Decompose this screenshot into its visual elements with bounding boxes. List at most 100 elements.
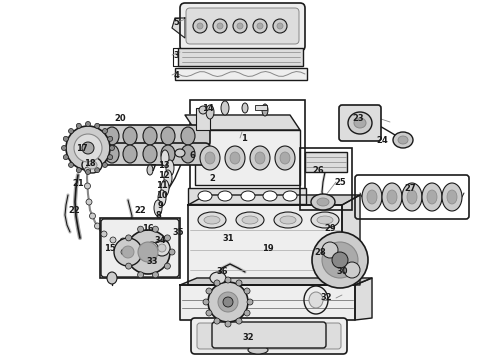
Ellipse shape: [107, 272, 117, 284]
Ellipse shape: [225, 321, 231, 327]
Ellipse shape: [225, 146, 245, 170]
Text: 6: 6: [189, 150, 195, 159]
Ellipse shape: [309, 292, 323, 308]
Ellipse shape: [407, 190, 417, 204]
Ellipse shape: [253, 19, 267, 33]
Text: 33: 33: [146, 257, 158, 266]
Text: 20: 20: [114, 113, 126, 122]
Ellipse shape: [85, 170, 91, 175]
Bar: [300, 148, 352, 210]
Ellipse shape: [311, 212, 339, 228]
FancyBboxPatch shape: [197, 323, 341, 349]
Ellipse shape: [66, 126, 110, 170]
Ellipse shape: [217, 23, 223, 29]
Text: 26: 26: [312, 166, 324, 175]
Ellipse shape: [280, 216, 296, 224]
Ellipse shape: [402, 183, 422, 211]
Polygon shape: [195, 130, 300, 185]
Text: 21: 21: [72, 179, 84, 188]
Ellipse shape: [427, 190, 437, 204]
Ellipse shape: [208, 282, 248, 322]
Text: 5: 5: [173, 18, 179, 27]
FancyBboxPatch shape: [339, 105, 381, 141]
Ellipse shape: [255, 152, 265, 164]
Text: 12: 12: [158, 171, 170, 180]
Polygon shape: [188, 205, 342, 285]
Ellipse shape: [165, 235, 171, 241]
Ellipse shape: [218, 292, 238, 312]
Text: 13: 13: [158, 161, 170, 170]
Text: 4: 4: [173, 71, 179, 80]
Ellipse shape: [63, 136, 68, 141]
Ellipse shape: [205, 152, 215, 164]
Ellipse shape: [322, 242, 358, 278]
Ellipse shape: [236, 280, 242, 286]
FancyBboxPatch shape: [101, 219, 179, 277]
Ellipse shape: [95, 223, 100, 229]
Ellipse shape: [62, 145, 67, 150]
Ellipse shape: [95, 168, 99, 173]
FancyBboxPatch shape: [180, 3, 305, 51]
Ellipse shape: [447, 190, 457, 204]
Ellipse shape: [236, 318, 242, 324]
Text: 8: 8: [155, 211, 161, 220]
FancyBboxPatch shape: [191, 318, 347, 354]
Polygon shape: [185, 115, 300, 130]
Bar: [175, 68, 307, 80]
Ellipse shape: [244, 288, 250, 294]
Ellipse shape: [218, 191, 232, 201]
Ellipse shape: [63, 155, 68, 160]
Ellipse shape: [210, 272, 226, 284]
Ellipse shape: [76, 123, 81, 128]
Ellipse shape: [101, 231, 107, 237]
Text: 2: 2: [209, 174, 215, 183]
FancyBboxPatch shape: [95, 143, 210, 165]
Text: 32: 32: [320, 293, 332, 302]
Ellipse shape: [138, 226, 144, 232]
Ellipse shape: [154, 200, 162, 216]
Ellipse shape: [164, 170, 172, 186]
Polygon shape: [180, 285, 355, 320]
Ellipse shape: [322, 242, 338, 258]
Ellipse shape: [206, 288, 212, 294]
Text: 30: 30: [336, 267, 348, 276]
Ellipse shape: [237, 23, 243, 29]
Ellipse shape: [204, 216, 220, 224]
Ellipse shape: [181, 145, 195, 163]
FancyBboxPatch shape: [95, 125, 210, 147]
Ellipse shape: [236, 212, 264, 228]
Bar: [100, 218, 180, 278]
Bar: [178, 48, 303, 66]
Ellipse shape: [203, 299, 209, 305]
Text: 14: 14: [202, 104, 214, 113]
Ellipse shape: [398, 136, 408, 144]
Text: 11: 11: [156, 180, 168, 189]
Ellipse shape: [422, 183, 442, 211]
Ellipse shape: [158, 190, 166, 206]
Ellipse shape: [161, 150, 169, 166]
FancyBboxPatch shape: [186, 8, 299, 44]
Ellipse shape: [275, 146, 295, 170]
Text: 32: 32: [242, 333, 254, 342]
Text: 9: 9: [157, 201, 163, 210]
Ellipse shape: [362, 183, 382, 211]
Ellipse shape: [354, 118, 366, 128]
Ellipse shape: [82, 157, 102, 173]
Ellipse shape: [152, 226, 158, 232]
Ellipse shape: [242, 216, 258, 224]
Ellipse shape: [223, 297, 233, 307]
Text: 19: 19: [262, 243, 274, 252]
Ellipse shape: [442, 183, 462, 211]
Ellipse shape: [197, 23, 203, 29]
Ellipse shape: [344, 262, 360, 278]
Bar: [188, 188, 306, 204]
FancyBboxPatch shape: [212, 322, 326, 348]
Polygon shape: [355, 278, 372, 320]
Bar: [196, 108, 210, 130]
Ellipse shape: [250, 146, 270, 170]
Ellipse shape: [242, 103, 248, 113]
Bar: [255, 105, 267, 110]
Ellipse shape: [87, 161, 97, 169]
Ellipse shape: [161, 127, 175, 145]
Ellipse shape: [125, 263, 132, 269]
